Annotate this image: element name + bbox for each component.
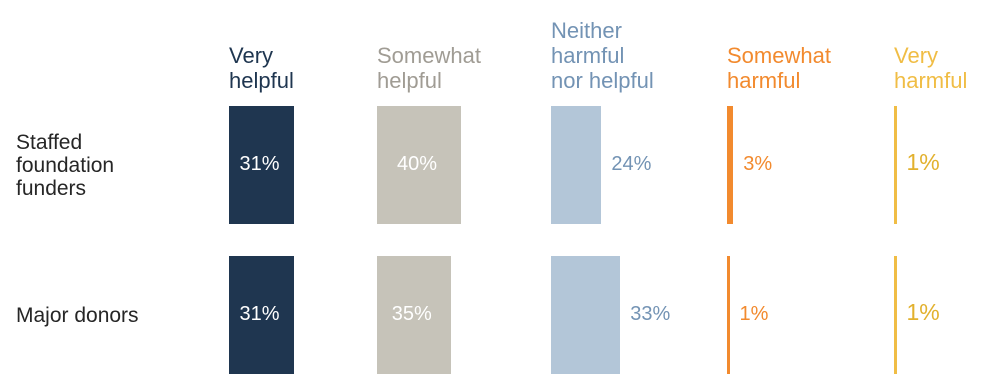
- bar: [727, 256, 730, 374]
- column-header-3: Neither harmful nor helpful: [551, 18, 654, 93]
- data-label: 33%: [630, 303, 671, 325]
- data-label: 1%: [906, 299, 940, 325]
- column-header-line: Neither: [551, 18, 622, 43]
- column-header-4: Somewhat harmful: [727, 43, 831, 93]
- bar: [229, 256, 295, 374]
- bar: [377, 106, 461, 224]
- column-header-5: Very harmful: [894, 43, 967, 93]
- bar: [551, 106, 602, 224]
- column-header-line: helpful: [377, 68, 442, 93]
- column-header-line: Somewhat: [727, 43, 831, 68]
- data-label: 3%: [743, 153, 773, 175]
- column-header-1: Very helpful: [229, 43, 294, 93]
- row-label-line: Major donors: [16, 303, 139, 327]
- bar: [894, 256, 897, 374]
- data-label: 24%: [611, 153, 652, 175]
- column-header-line: harmful: [894, 68, 968, 93]
- column-header-line: Somewhat: [377, 43, 481, 68]
- row-label-line: foundation: [16, 153, 115, 177]
- row-label-line: Staffed: [16, 130, 83, 154]
- row-label-line: funders: [16, 176, 87, 200]
- column-header-line: helpful: [229, 68, 294, 93]
- row-label-1: Staffed foundation funders: [16, 131, 114, 200]
- column-header-line: nor helpful: [551, 68, 654, 93]
- bar: [551, 256, 621, 374]
- row-label-2: Major donors: [16, 304, 139, 327]
- bar: [727, 106, 734, 224]
- bar: [377, 256, 451, 374]
- data-label: 35%: [391, 303, 432, 325]
- data-label: 31%: [239, 153, 280, 175]
- data-label: 40%: [397, 153, 438, 175]
- column-header-2: Somewhat helpful: [377, 43, 481, 93]
- column-header-line: harmful: [727, 68, 801, 93]
- column-header-line: Very: [894, 43, 939, 68]
- data-label: 1%: [739, 303, 769, 325]
- bar: [229, 106, 295, 224]
- bar: [894, 106, 897, 224]
- column-header-line: Very: [229, 43, 274, 68]
- data-label: 1%: [906, 149, 940, 175]
- data-label: 31%: [239, 303, 280, 325]
- column-header-line: harmful: [551, 43, 625, 68]
